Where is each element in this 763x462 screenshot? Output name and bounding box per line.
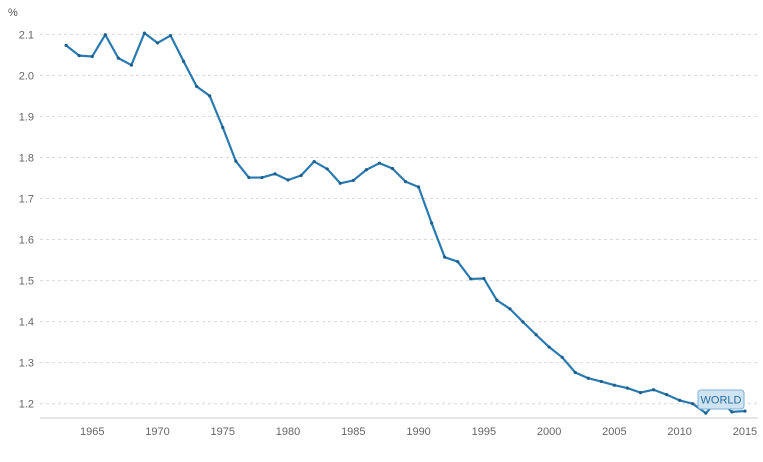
data-point[interactable] <box>430 221 434 225</box>
data-point[interactable] <box>704 411 708 415</box>
gridlines <box>40 33 758 405</box>
data-point[interactable] <box>377 161 382 165</box>
data-points <box>64 31 747 415</box>
data-point[interactable] <box>260 175 264 180</box>
data-point[interactable] <box>665 393 669 397</box>
data-point[interactable] <box>312 159 316 164</box>
x-tick-label: 2015 <box>733 426 757 438</box>
y-tick-label: 1.3 <box>19 358 34 370</box>
y-tick-label: 1.8 <box>19 152 34 164</box>
data-point[interactable] <box>534 333 538 337</box>
series-label-world[interactable]: WORLD <box>697 389 745 410</box>
data-point[interactable] <box>521 320 525 324</box>
y-tick-label: 1.9 <box>19 111 34 123</box>
data-point[interactable] <box>195 84 199 89</box>
y-tick-label: 2.1 <box>19 29 34 41</box>
data-point[interactable] <box>64 43 68 47</box>
y-tick-label: 1.4 <box>19 317 34 329</box>
data-point[interactable] <box>273 172 277 176</box>
data-point[interactable] <box>77 54 81 58</box>
data-point[interactable] <box>625 386 630 390</box>
data-point[interactable] <box>547 345 551 349</box>
series-line-world[interactable] <box>65 31 746 415</box>
data-point[interactable] <box>103 33 107 37</box>
data-point[interactable] <box>364 168 368 172</box>
x-tick-label: 1980 <box>276 426 300 438</box>
data-point[interactable] <box>730 410 734 414</box>
x-tick-label: 1995 <box>472 426 496 438</box>
data-point[interactable] <box>168 33 173 38</box>
x-tick-label: 1970 <box>145 426 169 438</box>
data-point[interactable] <box>469 277 473 281</box>
data-point[interactable] <box>234 159 238 163</box>
data-point[interactable] <box>325 167 329 171</box>
x-tick-label: 2010 <box>667 426 691 438</box>
data-point[interactable] <box>508 307 512 311</box>
data-point[interactable] <box>482 276 486 281</box>
data-point[interactable] <box>182 59 186 64</box>
data-point[interactable] <box>416 185 421 189</box>
data-point[interactable] <box>208 94 212 98</box>
data-point[interactable] <box>495 298 499 302</box>
data-point[interactable] <box>743 409 747 413</box>
data-point[interactable] <box>338 181 342 185</box>
series-label-text: WORLD <box>701 395 742 407</box>
data-point[interactable] <box>443 255 447 259</box>
data-point[interactable] <box>351 178 355 183</box>
data-point[interactable] <box>247 175 251 180</box>
data-point[interactable] <box>90 54 94 59</box>
data-point[interactable] <box>573 370 577 375</box>
data-point[interactable] <box>638 391 643 395</box>
y-tick-label: 1.7 <box>19 193 34 205</box>
x-tick-label: 1975 <box>211 426 235 438</box>
data-point[interactable] <box>560 355 564 359</box>
x-tick-label: 1985 <box>341 426 365 438</box>
y-tick-label: 1.6 <box>19 235 34 247</box>
data-point[interactable] <box>456 260 460 264</box>
x-tick-label: 1990 <box>406 426 430 438</box>
y-axis-unit-label: % <box>8 7 18 19</box>
data-point[interactable] <box>586 376 590 380</box>
x-tick-label: 1965 <box>80 426 104 438</box>
data-point[interactable] <box>299 173 303 178</box>
data-point[interactable] <box>651 388 656 392</box>
data-point[interactable] <box>599 379 603 384</box>
data-point[interactable] <box>403 180 408 184</box>
y-axis-tick-labels: 1.2 1.3 1.4 1.5 1.6 1.7 1.8 1.9 2.0 2.1 <box>19 29 34 410</box>
y-tick-label: 1.5 <box>19 276 34 288</box>
x-tick-label: 2000 <box>537 426 561 438</box>
y-tick-label: 2.0 <box>19 70 34 82</box>
data-point[interactable] <box>129 63 133 67</box>
data-point[interactable] <box>116 56 120 60</box>
data-point[interactable] <box>142 31 147 35</box>
series-label-box <box>697 389 745 410</box>
x-axis-tick-labels: 1965 1970 1975 1980 1985 1990 1995 2000 2005 2010… <box>80 426 757 438</box>
x-tick-label: 2005 <box>602 426 626 438</box>
data-point[interactable] <box>612 383 617 387</box>
data-point[interactable] <box>691 402 695 406</box>
data-point[interactable] <box>155 41 160 45</box>
data-point[interactable] <box>221 125 225 130</box>
data-point[interactable] <box>286 178 290 182</box>
data-point[interactable] <box>678 398 682 403</box>
data-point[interactable] <box>390 166 395 171</box>
y-tick-label: 1.2 <box>19 399 34 411</box>
